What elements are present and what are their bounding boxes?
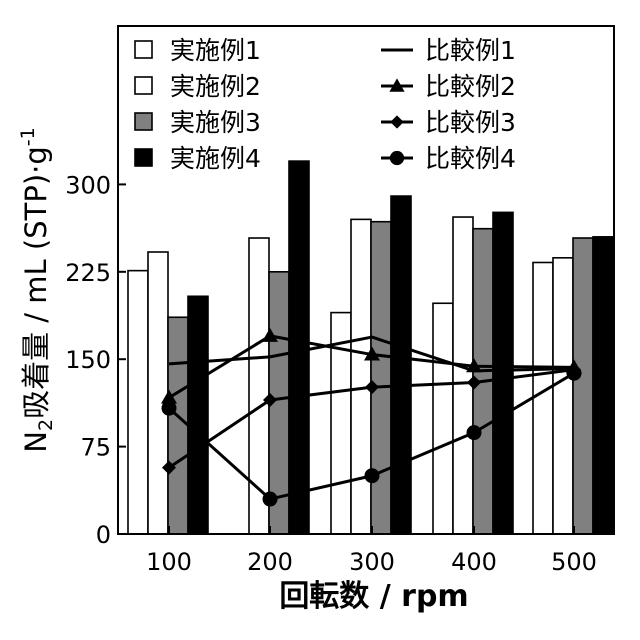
- bar-2-100: [148, 252, 168, 534]
- y-axis-title-subscript: 2: [35, 419, 57, 431]
- x-axis-title: 回転数 / rpm: [279, 579, 468, 614]
- x-tick-label-500: 500: [551, 548, 597, 576]
- y-axis-title: N2吸着量 / mL (STP)·g-1: [17, 127, 57, 452]
- legend-label-3: 実施例3: [170, 108, 261, 137]
- y-axis-title-prefix: N: [19, 431, 53, 453]
- bar-3-100: [168, 317, 188, 534]
- marker-4-300: [365, 468, 380, 483]
- legend-swatch-4: [135, 149, 152, 166]
- x-tick-label-400: 400: [451, 548, 497, 576]
- bar-1-400: [433, 303, 453, 534]
- bar-4-100: [188, 296, 208, 534]
- bar-4-500: [593, 237, 613, 534]
- marker-4-100: [162, 401, 177, 416]
- legend-label-1: 実施例1: [170, 36, 261, 65]
- y-axis-title-main: 吸着量 / mL (STP)·g: [19, 146, 53, 419]
- y-tick-label-225: 225: [65, 259, 111, 287]
- x-tick-label-300: 300: [349, 548, 395, 576]
- legend-swatch-2: [135, 77, 152, 94]
- legend-label-4: 実施例4: [170, 144, 261, 173]
- y-tick-label-150: 150: [65, 346, 111, 374]
- bar-1-100: [128, 271, 148, 534]
- bar-2-500: [553, 258, 573, 534]
- marker-4-400: [467, 425, 482, 440]
- bar-4-400: [493, 212, 513, 534]
- y-axis-ticks: 0 75 150 225 300: [65, 171, 126, 549]
- legend-line-label-2: 比較例2: [425, 72, 516, 101]
- legend-line-label-4: 比較例4: [425, 144, 516, 173]
- legend-swatch-1: [135, 41, 152, 58]
- legend-line-label-1: 比較例1: [425, 36, 516, 65]
- legend-line-label-3: 比較例3: [425, 108, 516, 137]
- y-tick-label-75: 75: [80, 434, 111, 462]
- legend-marker-4: [390, 151, 404, 165]
- y-tick-label-300: 300: [65, 171, 111, 199]
- y-tick-label-0: 0: [96, 521, 111, 549]
- bar-2-300: [351, 219, 371, 534]
- marker-4-500: [567, 366, 582, 381]
- bar-3-500: [573, 238, 593, 534]
- chart: 075150225300 100200300400500 実施例1実施例2実施例…: [0, 0, 640, 640]
- marker-4-200: [263, 492, 278, 507]
- bar-3-300: [371, 222, 391, 534]
- legend-swatch-3: [135, 113, 152, 130]
- bar-2-400: [453, 217, 473, 534]
- legend: 実施例1 実施例2 実施例3 実施例4 比較例1 比較例2 比較例3 比較例4: [135, 36, 516, 173]
- x-tick-label-200: 200: [247, 548, 293, 576]
- legend-marker-3: [390, 115, 403, 128]
- bar-4-300: [391, 196, 411, 534]
- y-axis-title-superscript: -1: [17, 127, 39, 146]
- x-tick-label-100: 100: [146, 548, 192, 576]
- bar-1-500: [533, 262, 553, 534]
- legend-label-2: 実施例2: [170, 72, 261, 101]
- bar-4-200: [289, 161, 309, 534]
